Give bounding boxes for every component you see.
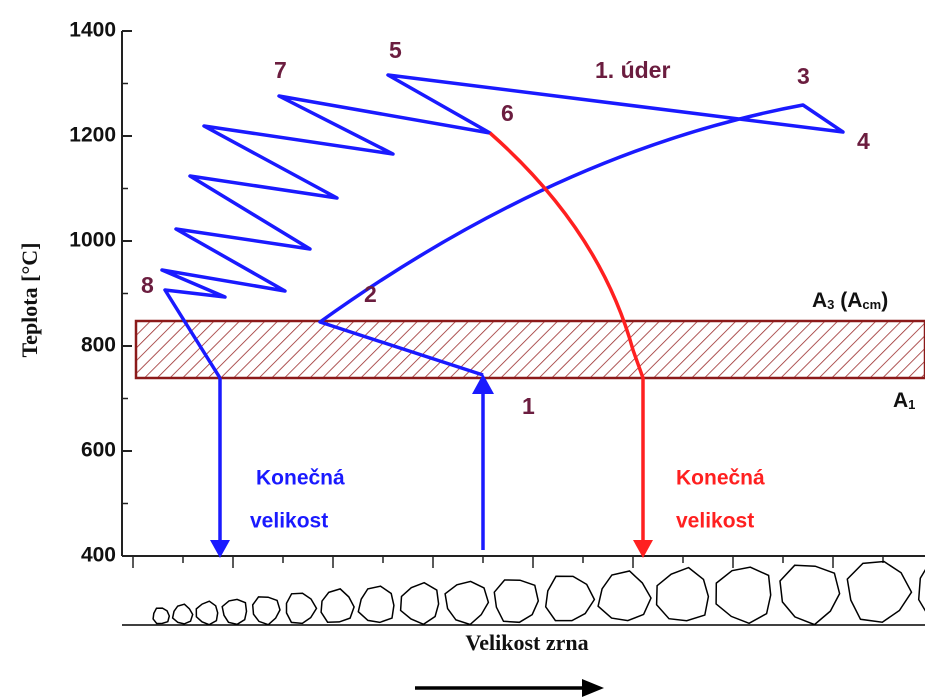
point-label: 8 (141, 272, 154, 298)
grain (846, 560, 913, 623)
y-tick-label: 1400 (69, 19, 116, 42)
point-label: 1 (522, 393, 535, 419)
grain (195, 600, 219, 626)
grain (655, 566, 710, 622)
blue-arrow-head (472, 374, 494, 394)
x-axis-label: Velikost zrna (465, 630, 588, 655)
point-label: 2 (364, 281, 377, 307)
a3-label: A3 (Acm) (812, 289, 888, 313)
grain (152, 607, 171, 625)
transformation-band (134, 319, 925, 380)
red-arrow-head (633, 540, 653, 558)
y-tick-label: 400 (81, 544, 116, 567)
grain (221, 598, 248, 626)
y-tick-label: 600 (81, 439, 116, 462)
final-size-blue: Konečná (256, 467, 345, 490)
red-curve (488, 131, 645, 542)
point-label: 3 (797, 63, 810, 89)
point-label: 7 (274, 57, 287, 83)
point-label: 5 (389, 37, 402, 63)
final-size-red: Konečná (676, 467, 765, 490)
blow-label: 1. úder (595, 57, 670, 83)
grain (320, 588, 355, 623)
grain (399, 581, 440, 626)
grain (251, 596, 281, 626)
grain (493, 579, 540, 624)
point-label: 4 (857, 128, 870, 154)
a1-label: A1 (893, 389, 915, 413)
grain (357, 585, 395, 624)
grain (597, 570, 652, 622)
grain (544, 575, 596, 622)
y-tick-label: 800 (81, 334, 116, 357)
grain (779, 564, 841, 626)
axes (121, 31, 925, 557)
grain (171, 603, 194, 625)
final-size-red: velikost (676, 510, 754, 533)
y-axis-label: Teplota [°C] (17, 243, 42, 358)
grain (285, 592, 318, 625)
point-label: 6 (501, 100, 514, 126)
y-tick-label: 1200 (69, 124, 116, 147)
grain (917, 569, 925, 612)
blue-arrow-head (210, 540, 230, 558)
grain (715, 566, 772, 625)
final-size-blue: velikost (250, 510, 328, 533)
grain (444, 580, 490, 626)
y-tick-label: 1000 (69, 229, 116, 252)
blue-curve (160, 73, 845, 379)
direction-arrow (415, 679, 604, 697)
